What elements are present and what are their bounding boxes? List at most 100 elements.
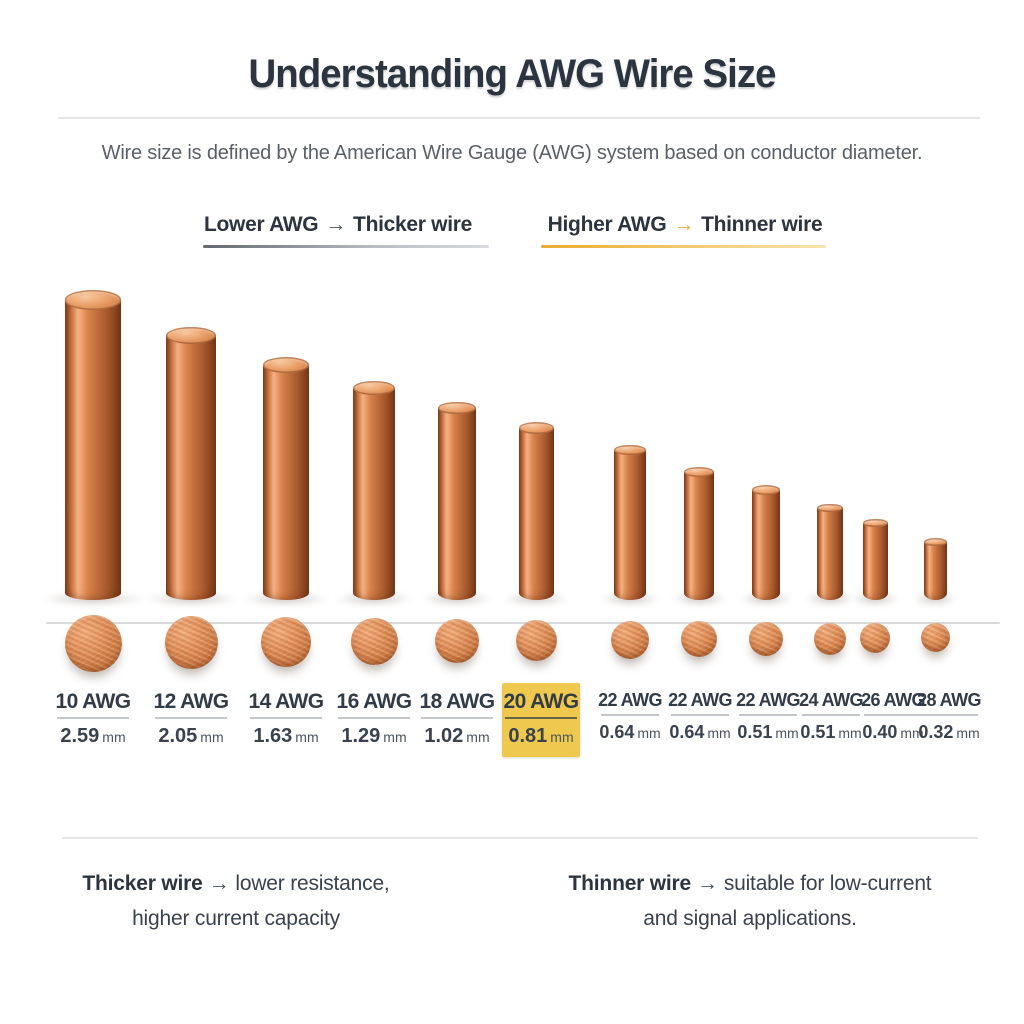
right-arrow-icon: → bbox=[208, 872, 230, 895]
cylinder-top-face bbox=[752, 485, 780, 495]
cylinder-body bbox=[65, 300, 121, 600]
diameter-unit: mm bbox=[900, 724, 924, 741]
diameter-value: 1.63 mm bbox=[239, 725, 333, 748]
wire-cross-section bbox=[611, 620, 649, 659]
footer-left-line1: lower resistance, bbox=[235, 872, 390, 895]
wire-cross-section bbox=[350, 618, 398, 665]
wire-cross-section bbox=[860, 623, 890, 654]
awg-underline bbox=[920, 714, 978, 716]
wire-label-column: 22 AWG 0.64 mm bbox=[583, 690, 677, 743]
diameter-number: 0.32 bbox=[918, 721, 954, 742]
wire-label-column: 18 AWG 1.02 mm bbox=[410, 690, 504, 748]
wire-cylinder bbox=[614, 444, 646, 600]
diameter-unit: mm bbox=[295, 728, 319, 745]
awg-label: 22 AWG bbox=[668, 690, 732, 710]
legend-left-result: Thicker wire bbox=[353, 213, 473, 236]
diameter-number: 1.02 bbox=[424, 724, 464, 747]
diameter-value: 0.40 mm bbox=[846, 722, 940, 743]
wire-cylinder bbox=[923, 538, 947, 600]
awg-label: 28 AWG bbox=[917, 690, 981, 710]
awg-underline bbox=[601, 714, 659, 716]
awg-underline bbox=[57, 717, 129, 719]
wire-label-column: 22 AWG 0.51 mm bbox=[721, 690, 815, 743]
cylinder-body bbox=[518, 428, 554, 600]
wire-cross-section bbox=[164, 616, 218, 670]
cylinder-body bbox=[923, 542, 947, 600]
wire-label-column: 14 AWG 1.63 mm bbox=[239, 690, 333, 748]
header-divider bbox=[58, 117, 980, 119]
diameter-unit: mm bbox=[637, 724, 661, 741]
awg-label: 26 AWG bbox=[861, 690, 925, 710]
awg-label: 10 AWG bbox=[55, 690, 132, 713]
diameter-unit: mm bbox=[775, 724, 799, 741]
diameter-value: 2.05 mm bbox=[144, 725, 238, 748]
cylinder-top-face bbox=[862, 518, 888, 528]
legend-left-label: Lower AWG bbox=[203, 213, 319, 236]
wire-cross-section bbox=[814, 622, 846, 655]
wire-cylinder bbox=[353, 380, 395, 600]
wire-label-column: 28 AWG 0.32 mm bbox=[902, 690, 996, 743]
diameter-value: 0.81 mm bbox=[494, 725, 588, 748]
page-subtitle: Wire size is defined by the American Wir… bbox=[101, 142, 923, 164]
awg-label: 12 AWG bbox=[153, 690, 230, 713]
awg-underline bbox=[802, 714, 860, 716]
wire-cross-section bbox=[515, 619, 557, 661]
wire-cylinder bbox=[518, 422, 554, 600]
cylinder-top-face bbox=[817, 503, 843, 513]
diameter-number: 1.63 bbox=[253, 724, 293, 747]
cylinder-body bbox=[862, 523, 888, 600]
diameter-value: 0.64 mm bbox=[583, 722, 677, 743]
awg-label: 20 AWG bbox=[503, 690, 580, 713]
footer-right-line1: suitable for low-current bbox=[723, 872, 932, 895]
diameter-number: 0.51 bbox=[800, 721, 836, 742]
awg-label: 16 AWG bbox=[336, 690, 413, 713]
wire-label-column: 20 AWG 0.81 mm bbox=[494, 690, 588, 748]
diameter-value: 0.51 mm bbox=[721, 722, 815, 743]
diameter-unit: mm bbox=[956, 724, 980, 741]
cylinder-top-face bbox=[263, 357, 309, 373]
wire-cylinder bbox=[862, 518, 888, 600]
wire-cylinder bbox=[817, 503, 843, 600]
cylinder-top-face bbox=[438, 401, 476, 415]
awg-underline bbox=[155, 717, 227, 719]
wire-cylinder bbox=[684, 466, 714, 600]
diameter-unit: mm bbox=[102, 728, 126, 745]
diameter-number: 0.40 bbox=[862, 721, 898, 742]
wire-label-column: 26 AWG 0.40 mm bbox=[846, 690, 940, 743]
diameter-value: 0.64 mm bbox=[653, 722, 747, 743]
cylinder-top-face bbox=[518, 422, 554, 434]
diameter-unit: mm bbox=[838, 724, 862, 741]
wire-cross-section bbox=[64, 615, 122, 672]
cylinder-body bbox=[166, 335, 216, 600]
wire-label-column: 22 AWG 0.64 mm bbox=[653, 690, 747, 743]
awg-label: 18 AWG bbox=[419, 690, 496, 713]
right-arrow-icon: → bbox=[673, 213, 695, 236]
wire-label-column: 10 AWG 2.59 mm bbox=[46, 690, 140, 748]
cylinder-top-face bbox=[353, 380, 395, 396]
footer-thinner-wire-note: Thinner wire → suitable for low-current an… bbox=[528, 866, 972, 936]
diameter-number: 0.64 bbox=[599, 721, 635, 742]
diameter-number: 2.59 bbox=[60, 724, 100, 747]
page-title: Understanding AWG Wire Size bbox=[248, 52, 776, 96]
diameter-unit: mm bbox=[550, 728, 574, 745]
awg-underline bbox=[421, 717, 493, 719]
footer-left-line2: higher current capacity bbox=[132, 907, 340, 930]
diameter-value: 0.51 mm bbox=[784, 722, 878, 743]
cylinder-body bbox=[684, 472, 714, 600]
right-arrow-icon: → bbox=[697, 872, 718, 895]
legend-lower-awg: Lower AWG → Thicker wire bbox=[158, 213, 518, 237]
cylinder-body bbox=[263, 365, 309, 600]
diameter-value: 0.32 mm bbox=[902, 722, 996, 743]
wire-cross-section bbox=[749, 621, 783, 656]
diameter-number: 0.51 bbox=[737, 721, 773, 742]
cylinder-body bbox=[817, 508, 843, 600]
wire-cylinder bbox=[263, 357, 309, 600]
legend-right-label: Higher AWG bbox=[547, 213, 667, 236]
awg-label: 24 AWG bbox=[799, 690, 863, 710]
legend-underline-amber bbox=[541, 245, 826, 248]
cylinder-top-face bbox=[684, 466, 714, 478]
footer-right-line2: and signal applications. bbox=[643, 907, 857, 930]
diameter-unit: mm bbox=[466, 728, 490, 745]
footer-divider bbox=[62, 837, 978, 839]
